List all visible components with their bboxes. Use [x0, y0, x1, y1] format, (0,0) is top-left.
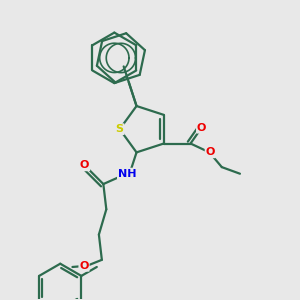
Text: O: O: [79, 261, 89, 271]
Text: NH: NH: [118, 169, 136, 178]
Text: O: O: [197, 123, 206, 133]
Text: S: S: [116, 124, 124, 134]
Text: O: O: [80, 160, 89, 170]
Text: O: O: [206, 147, 215, 157]
